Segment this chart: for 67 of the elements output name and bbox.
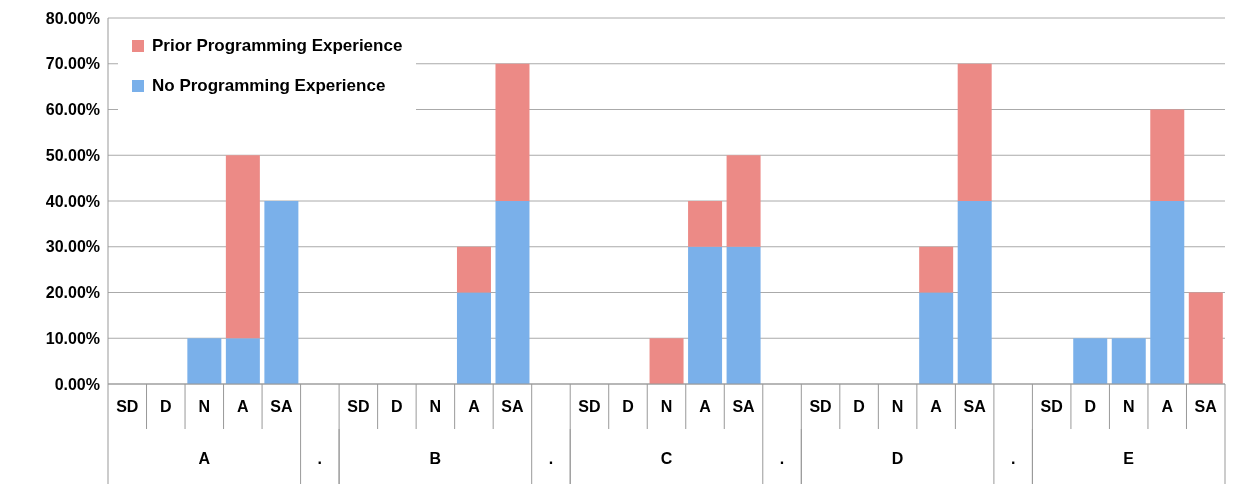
x-tick-label: A	[1161, 398, 1174, 415]
y-tick-label: 30.00%	[45, 238, 100, 256]
y-tick-label: 70.00%	[45, 55, 100, 73]
bar	[726, 155, 761, 247]
x-tick-label: D	[853, 398, 865, 415]
y-tick-label: 0.00%	[54, 375, 100, 393]
text: .	[1010, 450, 1016, 467]
bar	[264, 201, 299, 384]
x-tick-label: N	[1122, 398, 1135, 415]
x-tick-label: N	[198, 398, 211, 415]
text: .	[548, 450, 554, 467]
x-tick-label: A	[699, 398, 712, 415]
x-tick-label: D	[391, 398, 403, 415]
text: B	[429, 450, 442, 467]
x-tick-label: SD	[578, 398, 601, 415]
x-tick-label: D	[159, 398, 172, 415]
legend-label: Prior Programming Experience	[152, 36, 403, 56]
y-tick-label: 20.00%	[45, 284, 100, 302]
x-tick-label: D	[622, 398, 634, 415]
bar	[919, 292, 954, 384]
bar	[688, 246, 723, 384]
x-tick-label: SD	[809, 398, 832, 415]
text: D	[891, 450, 904, 467]
text: .	[779, 450, 785, 467]
bar	[1111, 338, 1146, 384]
bar	[1150, 201, 1185, 384]
bar	[957, 201, 992, 384]
bar	[726, 246, 761, 384]
bar	[187, 338, 222, 384]
x-tick-label: SD	[347, 398, 370, 415]
x-tick-label: N	[891, 398, 904, 415]
x-tick-label: A	[468, 398, 481, 415]
x-tick-label: SA	[501, 398, 524, 415]
bar	[1188, 292, 1223, 384]
bar	[1150, 109, 1185, 201]
x-tick-label: SD	[1040, 398, 1063, 415]
text: C	[660, 450, 673, 467]
bar	[919, 246, 954, 293]
x-tick-label: N	[660, 398, 673, 415]
text: A	[198, 450, 211, 467]
x-tick-label: N	[429, 398, 442, 415]
y-tick-label: 40.00%	[45, 192, 100, 210]
x-tick-label: D	[1084, 398, 1096, 415]
text: .	[317, 450, 323, 467]
legend-label: No Programming Experience	[152, 76, 386, 96]
bar	[1073, 338, 1108, 384]
x-tick-label: SA	[963, 398, 987, 415]
bar	[495, 201, 530, 384]
text: E	[1123, 450, 1135, 467]
x-tick-label: SA	[732, 398, 756, 415]
x-tick-label: A	[930, 398, 943, 415]
x-tick-label: A	[237, 398, 250, 415]
bar	[456, 292, 491, 384]
bar	[456, 246, 491, 293]
bar	[225, 338, 260, 384]
x-tick-label: SA	[270, 398, 293, 415]
bar	[957, 63, 992, 201]
bar	[495, 63, 530, 201]
y-tick-label: 50.00%	[45, 146, 100, 164]
bar	[688, 201, 723, 247]
bar	[649, 338, 684, 384]
x-tick-label: SD	[116, 398, 139, 415]
y-tick-label: 10.00%	[45, 329, 100, 347]
bar	[225, 155, 260, 339]
y-tick-label: 80.00%	[45, 9, 100, 27]
y-tick-label: 60.00%	[45, 101, 100, 119]
x-tick-label: SA	[1194, 398, 1218, 415]
